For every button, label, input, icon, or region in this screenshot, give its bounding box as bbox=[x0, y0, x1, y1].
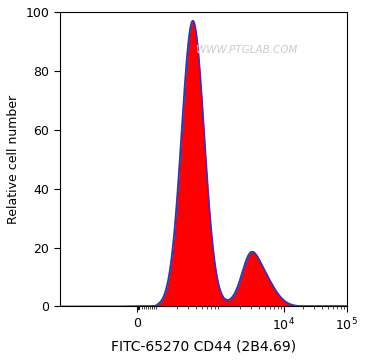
X-axis label: FITC-65270 CD44 (2B4.69): FITC-65270 CD44 (2B4.69) bbox=[111, 339, 296, 353]
Text: WWW.PTGLAB.COM: WWW.PTGLAB.COM bbox=[196, 45, 297, 55]
Y-axis label: Relative cell number: Relative cell number bbox=[7, 95, 20, 224]
